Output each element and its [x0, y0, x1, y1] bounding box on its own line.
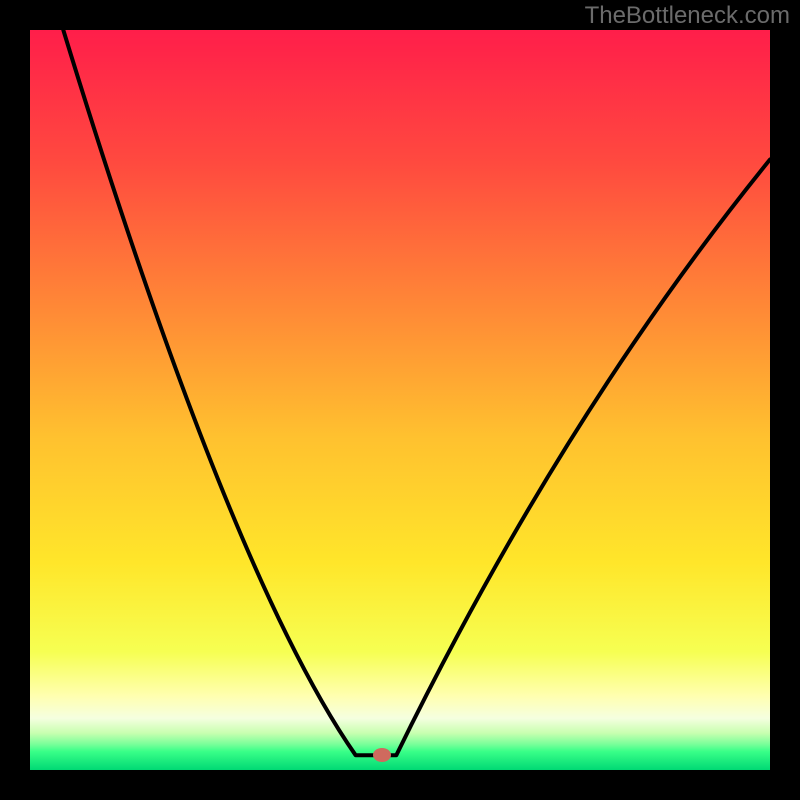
border-bottom: [0, 770, 800, 800]
optimum-marker: [373, 748, 391, 762]
watermark-text: TheBottleneck.com: [585, 2, 790, 30]
plot-area: [30, 30, 770, 770]
v-curve: [30, 30, 770, 770]
chart-frame: TheBottleneck.com: [0, 0, 800, 800]
border-left: [0, 0, 30, 800]
border-right: [770, 0, 800, 800]
